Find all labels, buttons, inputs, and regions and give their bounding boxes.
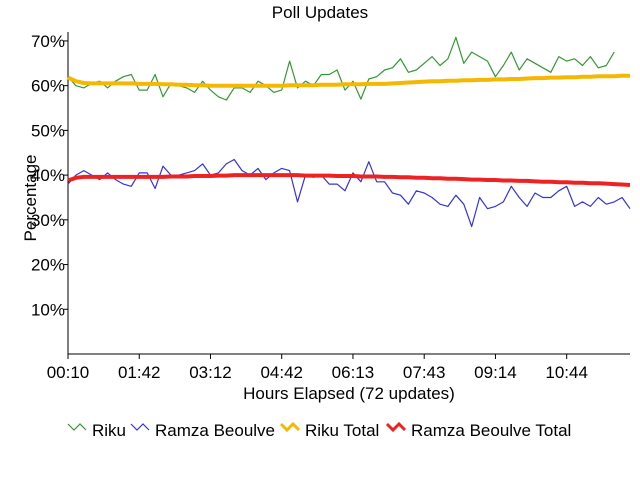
- legend-swatch-ramza-beoulve: [130, 423, 150, 431]
- x-ticks: 00:10 01:42 03:12 04:42 06:13 07:43 09:14 10:44: [47, 354, 588, 382]
- y-tick-label: 10%: [31, 300, 65, 319]
- y-axis-label: Percentage: [21, 155, 40, 242]
- legend-swatch-riku-total: [279, 421, 301, 433]
- x-tick-label: 07:43: [403, 363, 446, 382]
- x-axis-label: Hours Elapsed (72 updates): [243, 384, 455, 403]
- series-line-riku-total: [67, 73, 630, 88]
- legend-label-ramza-beoulve-total: Ramza Beoulve Total: [411, 421, 571, 440]
- y-tick-label: 20%: [31, 256, 65, 275]
- series-line-ramza-beoulve: [67, 158, 631, 228]
- legend-label-ramza-beoulve: Ramza Beoulve: [155, 421, 275, 440]
- x-tick-label: 03:12: [189, 363, 232, 382]
- series-line-ramza-beoulve-total: [67, 173, 631, 187]
- x-tick-label: 10:44: [545, 363, 588, 382]
- plot-area: 10% 20% 30% 40% 50% 60% 70% 00:10 01:42 03:12 04:…: [31, 32, 631, 382]
- series-group: [67, 36, 631, 228]
- x-tick-label: 09:14: [474, 363, 517, 382]
- legend-swatch-ramza-beoulve-total: [385, 421, 407, 433]
- y-tick-label: 40%: [31, 166, 65, 185]
- legend-swatch-riku: [67, 423, 87, 431]
- y-tick-label: 70%: [31, 32, 65, 51]
- x-tick-label: 01:42: [118, 363, 161, 382]
- series-line-riku: [67, 36, 615, 101]
- y-tick-label: 50%: [31, 121, 65, 140]
- chart-title: Poll Updates: [272, 3, 368, 22]
- legend-label-riku-total: Riku Total: [305, 421, 379, 440]
- y-tick-label: 60%: [31, 77, 65, 96]
- legend-label-riku: Riku: [92, 421, 126, 440]
- x-tick-label: 00:10: [47, 363, 90, 382]
- y-tick-label: 30%: [31, 211, 65, 230]
- legend: Riku Ramza Beoulve Riku Total Ramza Beoulve…: [67, 421, 571, 440]
- x-tick-label: 06:13: [332, 363, 375, 382]
- y-ticks: 10% 20% 30% 40% 50% 60% 70%: [31, 32, 68, 319]
- x-tick-label: 04:42: [260, 363, 303, 382]
